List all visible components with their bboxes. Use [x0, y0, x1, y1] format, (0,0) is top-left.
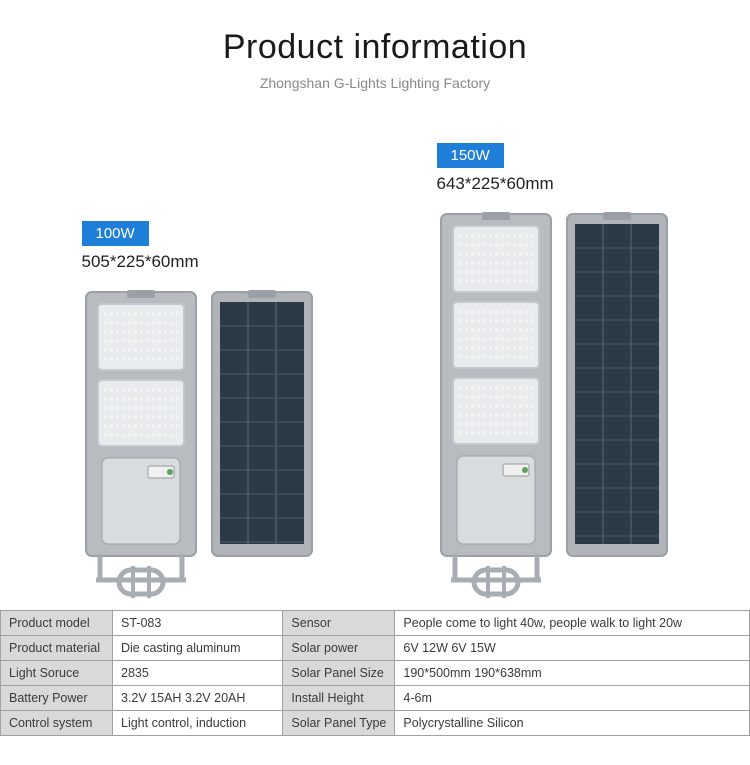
spec-value: 190*500mm 190*638mm	[395, 661, 750, 686]
product-pair	[437, 212, 669, 600]
variant-100w: 100W 505*225*60mm	[82, 221, 314, 600]
product-pair	[82, 290, 314, 600]
spec-label: Solar Panel Type	[283, 711, 395, 736]
table-row: Light Soruce2835Solar Panel Size190*500m…	[1, 661, 750, 686]
page-title: Product information	[0, 28, 750, 67]
spec-value: Light control, induction	[113, 711, 283, 736]
variant-row: 100W 505*225*60mm 150W 643*225*60mm	[0, 109, 750, 610]
table-row: Control system Light control, inductionS…	[1, 711, 750, 736]
solar-panel-icon	[565, 212, 669, 560]
spec-value: 4-6m	[395, 686, 750, 711]
page-header: Product information Zhongshan G-Lights L…	[0, 0, 750, 109]
spec-value: 3.2V 15AH 3.2V 20AH	[113, 686, 283, 711]
wattage-badge: 150W	[437, 143, 504, 168]
spec-label: Sensor	[283, 611, 395, 636]
table-row: Product materialDie casting aluminumSola…	[1, 636, 750, 661]
variant-150w: 150W 643*225*60mm	[437, 143, 669, 600]
table-row: Battery Power3.2V 15AH 3.2V 20AHInstall …	[1, 686, 750, 711]
spec-label: Control system	[1, 711, 113, 736]
spec-label: Solar Panel Size	[283, 661, 395, 686]
spec-table: Product modelST-083SensorPeople come to …	[0, 610, 750, 736]
spec-label: Product model	[1, 611, 113, 636]
spec-value: 6V 12W 6V 15W	[395, 636, 750, 661]
spec-value: Polycrystalline Silicon	[395, 711, 750, 736]
spec-value: ST-083	[113, 611, 283, 636]
spec-value: Die casting aluminum	[113, 636, 283, 661]
table-row: Product modelST-083SensorPeople come to …	[1, 611, 750, 636]
light-front-icon	[82, 290, 200, 600]
spec-value: People come to light 40w, people walk to…	[395, 611, 750, 636]
spec-label: Product material	[1, 636, 113, 661]
dimensions-text: 505*225*60mm	[82, 252, 199, 272]
dimensions-text: 643*225*60mm	[437, 174, 554, 194]
solar-panel-icon	[210, 290, 314, 560]
spec-label: Solar power	[283, 636, 395, 661]
wattage-badge: 100W	[82, 221, 149, 246]
page-subtitle: Zhongshan G-Lights Lighting Factory	[0, 75, 750, 91]
spec-label: Battery Power	[1, 686, 113, 711]
spec-label: Install Height	[283, 686, 395, 711]
spec-value: 2835	[113, 661, 283, 686]
spec-label: Light Soruce	[1, 661, 113, 686]
light-front-icon	[437, 212, 555, 600]
